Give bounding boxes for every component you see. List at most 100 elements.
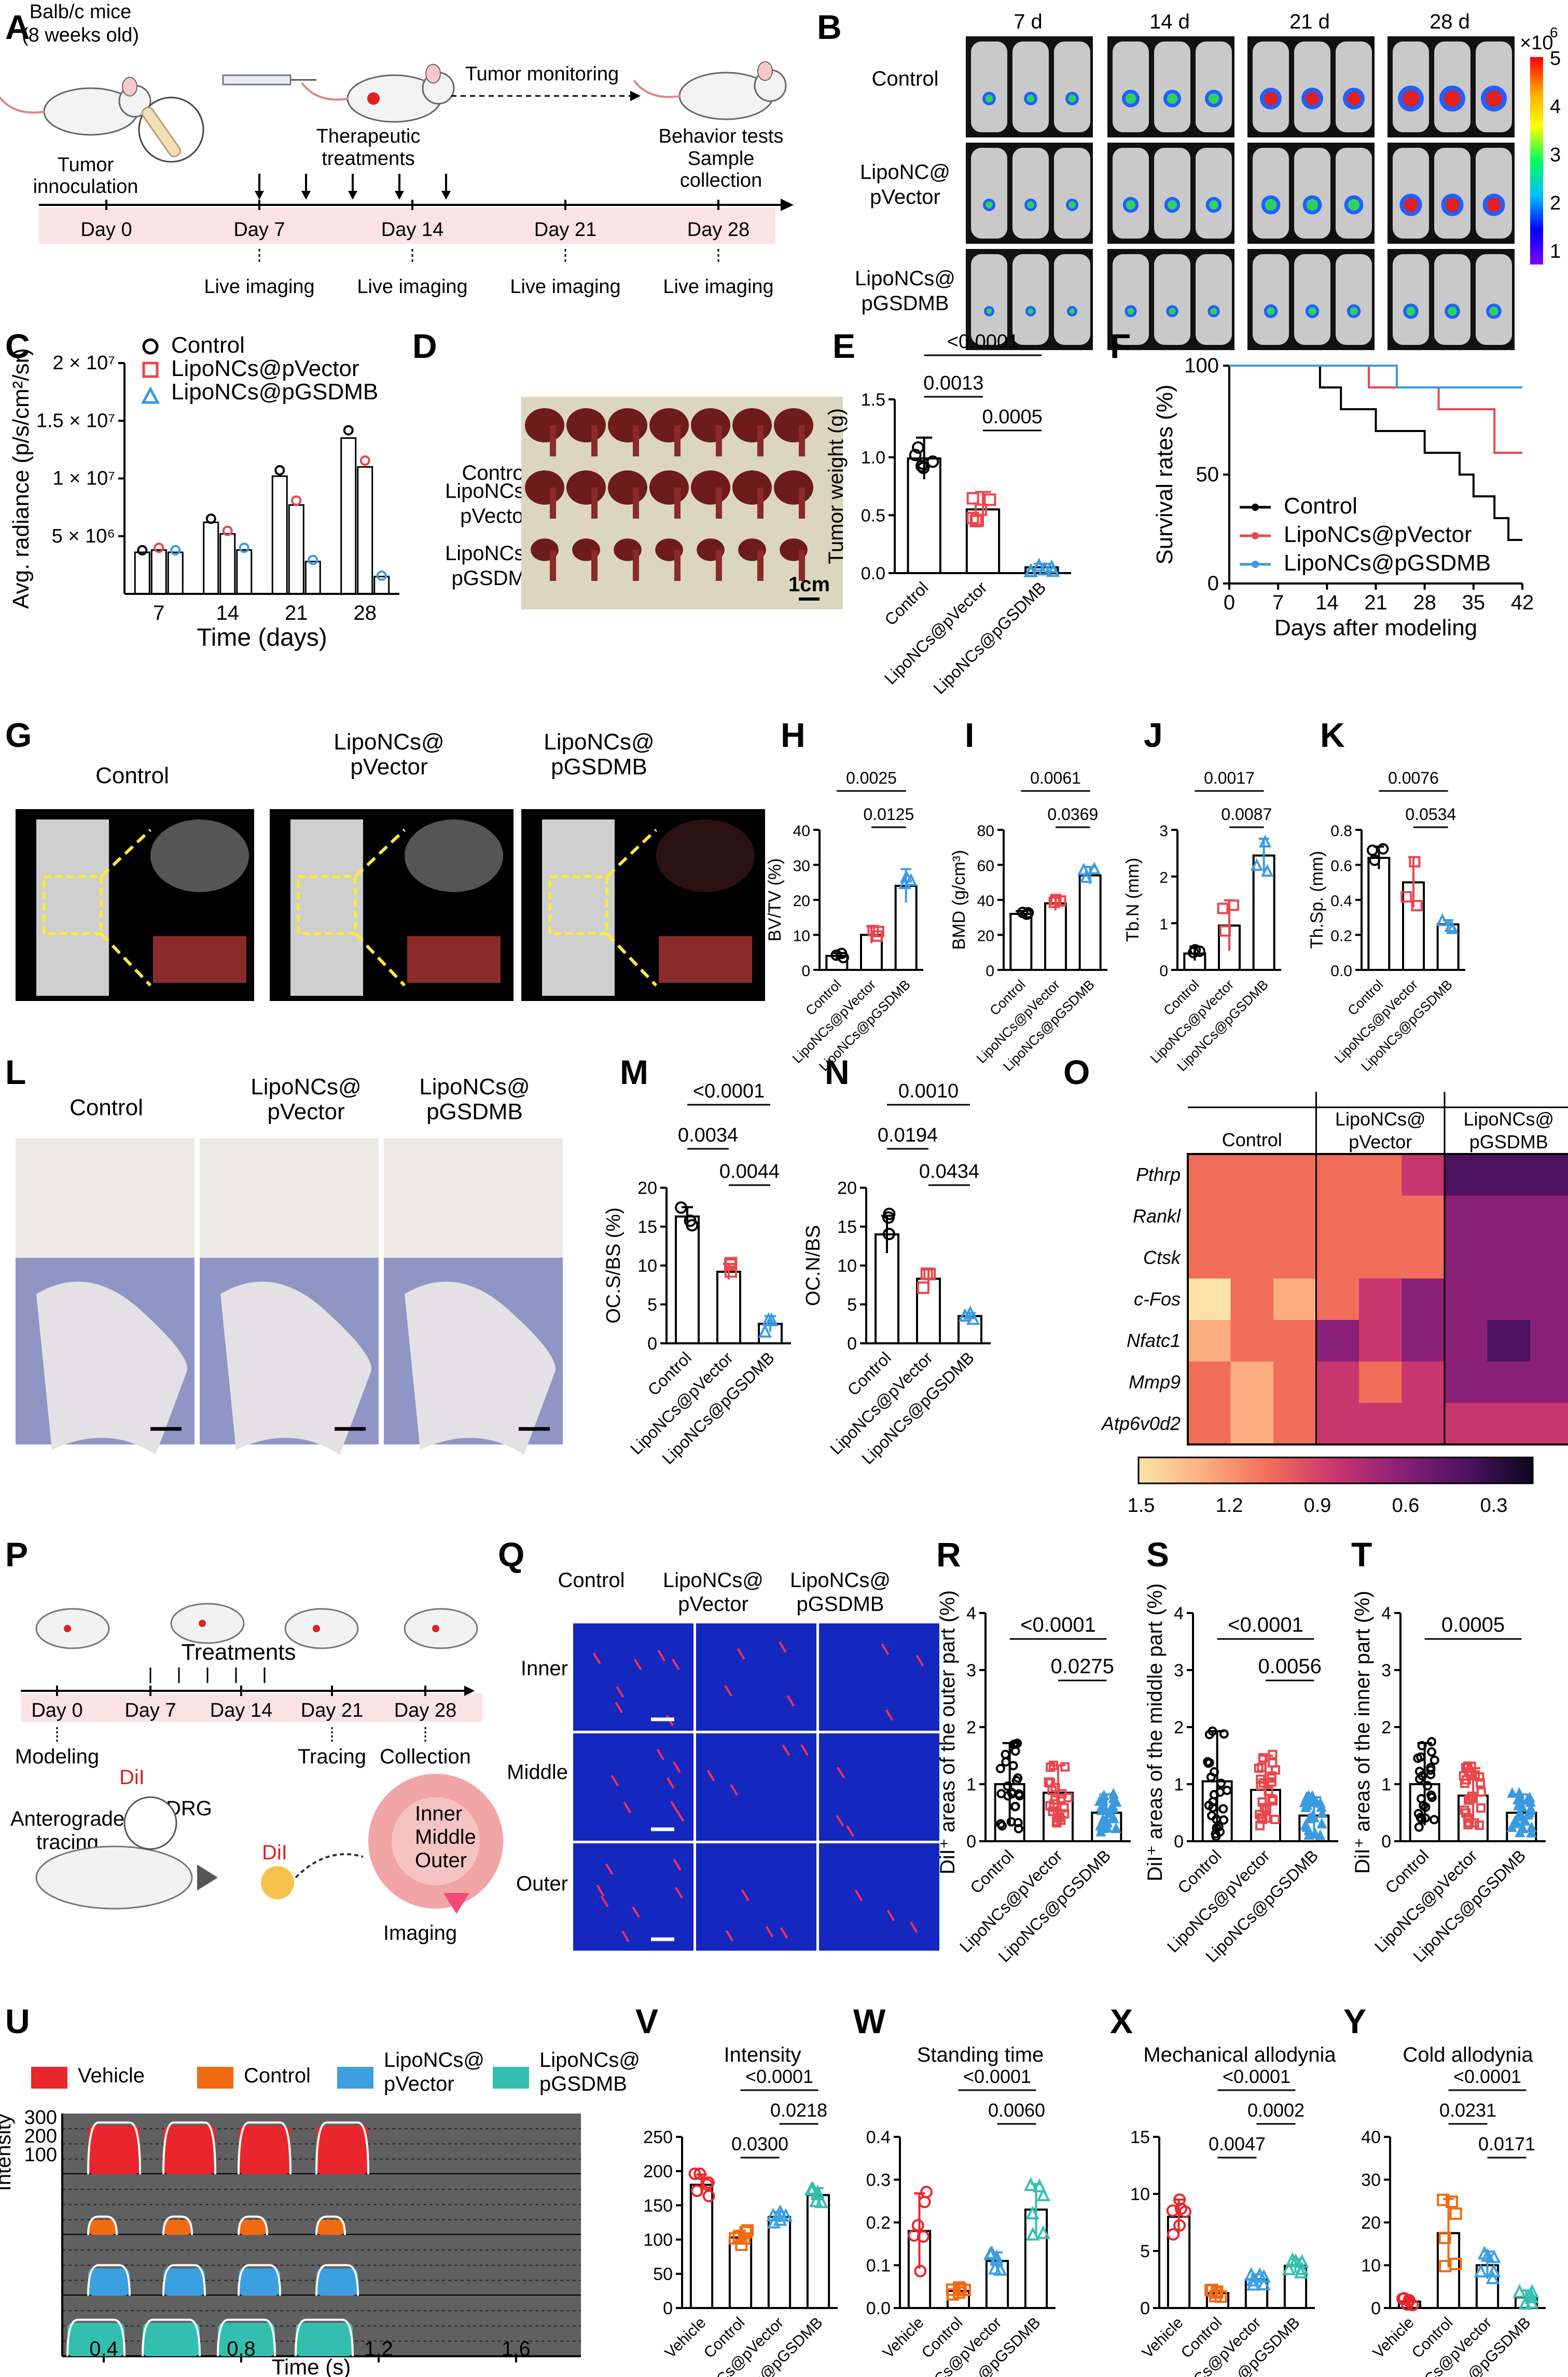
x-tick-label: Vehicle bbox=[1370, 2314, 1418, 2362]
bioluminescence-core bbox=[1487, 198, 1501, 212]
data-point bbox=[1426, 1770, 1436, 1780]
heatmap-cell bbox=[1188, 1278, 1231, 1320]
y-tick-label: 0.1 bbox=[866, 2256, 891, 2276]
data-point bbox=[1427, 1737, 1437, 1747]
dil-fiber bbox=[657, 1650, 666, 1662]
ivis-mouse bbox=[1054, 254, 1090, 345]
dil-fiber bbox=[670, 1801, 678, 1813]
data-point bbox=[1014, 1789, 1024, 1799]
data-point bbox=[1400, 891, 1412, 903]
chart-T: 01234ControlLipoNCs@pVectorLipoNCs@pGSDM… bbox=[1371, 1604, 1546, 1966]
data-point bbox=[966, 492, 979, 505]
pressure-trace bbox=[296, 2323, 353, 2356]
tumor-sample bbox=[608, 408, 647, 442]
tumor-sample bbox=[691, 470, 730, 505]
bar bbox=[728, 2236, 753, 2310]
panel-letter-D: D bbox=[412, 327, 437, 365]
heatmap-cell bbox=[1316, 1196, 1359, 1237]
data-point bbox=[1477, 2245, 1492, 2260]
y-tick-label: 20 bbox=[793, 893, 810, 910]
survival-curve bbox=[1229, 365, 1522, 454]
y-tick-label: 80 bbox=[977, 823, 994, 840]
data-point bbox=[1437, 2193, 1450, 2206]
x-tick-label: 1.2 bbox=[364, 2338, 393, 2360]
survival-curve bbox=[1229, 365, 1522, 388]
data-point bbox=[1228, 899, 1240, 911]
dil-fiber bbox=[676, 1810, 685, 1822]
mouse-illustration bbox=[301, 64, 455, 123]
bioluminescence-core bbox=[1486, 90, 1502, 107]
heatmap-cell bbox=[1188, 1237, 1231, 1278]
colorbar-tick: 1 bbox=[1550, 241, 1561, 262]
y-tick-label: 40 bbox=[1361, 2128, 1381, 2147]
dil-fiber bbox=[615, 1702, 623, 1714]
bar bbox=[675, 1215, 700, 1344]
data-point bbox=[1008, 1761, 1018, 1771]
data-point bbox=[1052, 1818, 1062, 1828]
y-tick-label: 1 × 10⁷ bbox=[53, 468, 115, 490]
data-point bbox=[1316, 1807, 1328, 1818]
tumor-bone bbox=[591, 425, 598, 456]
data-point bbox=[1270, 1815, 1280, 1825]
p-value: <0.0001 bbox=[1223, 2066, 1291, 2087]
data-point bbox=[1046, 563, 1060, 577]
tumor-dot bbox=[199, 1620, 206, 1627]
mouse-illustration bbox=[284, 1608, 359, 1649]
data-point bbox=[1014, 1824, 1023, 1833]
y-tick-label: 1.0 bbox=[861, 448, 885, 468]
x-tick-label: 28 bbox=[1413, 591, 1436, 614]
pressure-trace bbox=[239, 2268, 280, 2296]
panel-b-ivis: 7 d 14 d 21 d 28 d Control LipoNC@pVector Lipo… bbox=[855, 10, 1561, 350]
chart-X: 051015VehicleControlLipoNCs@pVectorLipoN… bbox=[1130, 2066, 1315, 2377]
x-tick-label: 14 bbox=[216, 602, 240, 624]
heatmap-cell bbox=[1487, 1403, 1530, 1444]
data-point bbox=[917, 462, 930, 475]
trace-outline bbox=[238, 2215, 268, 2235]
ivis-mouse bbox=[1113, 41, 1149, 132]
heatmap-cell bbox=[1188, 1403, 1231, 1444]
scale-bar-label: 1cm bbox=[788, 573, 830, 596]
data-point bbox=[1426, 1765, 1436, 1775]
data-point bbox=[1036, 2225, 1050, 2239]
heatmap-cell bbox=[1273, 1403, 1316, 1444]
y-axis-label: DiI⁺ areas of the middle part (%) bbox=[1144, 1583, 1167, 1882]
dil-fiber bbox=[854, 1889, 863, 1901]
y-tick-label: 5 bbox=[647, 1295, 657, 1315]
data-point bbox=[1060, 1762, 1070, 1772]
histology-title: LipoNCs@ bbox=[251, 1074, 361, 1100]
bioluminescence-core bbox=[1127, 308, 1134, 315]
x-tick-label: 0.8 bbox=[227, 2338, 256, 2360]
bioluminescence-core bbox=[1126, 200, 1136, 210]
heatmap-cell bbox=[1445, 1154, 1488, 1196]
data-point bbox=[975, 503, 988, 516]
y-tick-label: 250 bbox=[643, 2128, 673, 2147]
data-point bbox=[1420, 1813, 1430, 1823]
bioluminescence-core bbox=[1026, 94, 1035, 103]
bioluminescence-core bbox=[1210, 308, 1217, 315]
histology-title: Control bbox=[70, 1095, 143, 1120]
x-axis-label: Time (days) bbox=[197, 624, 327, 651]
data-point bbox=[1526, 1827, 1537, 1838]
data-point bbox=[1001, 1757, 1011, 1767]
data-point bbox=[1369, 854, 1381, 866]
heatmap-cell bbox=[1530, 1196, 1568, 1237]
p-value: 0.0125 bbox=[863, 805, 914, 824]
trace-outline bbox=[315, 2215, 346, 2235]
trace-outline bbox=[217, 2318, 276, 2357]
treatment-arrowhead bbox=[255, 191, 264, 200]
fluor-image bbox=[819, 1623, 939, 1731]
tumor-bone bbox=[633, 488, 639, 519]
data-point bbox=[1398, 2292, 1411, 2305]
data-point bbox=[1305, 1827, 1315, 1839]
y-tick-label: 60 bbox=[977, 858, 994, 875]
live-imaging-label: Live imaging bbox=[663, 276, 773, 298]
data-point bbox=[1253, 2267, 1267, 2281]
tumor-bone bbox=[799, 488, 805, 519]
y-tick-label: 2 bbox=[1159, 869, 1168, 886]
dil-fiber bbox=[730, 1784, 738, 1796]
heatmap-cell bbox=[1188, 1361, 1231, 1403]
chart-title: Standing time bbox=[917, 2044, 1044, 2066]
chart-W: 0.00.10.20.30.4VehicleControlLipoNCs@pVe… bbox=[866, 2066, 1056, 2377]
tumor-sample bbox=[649, 470, 689, 505]
